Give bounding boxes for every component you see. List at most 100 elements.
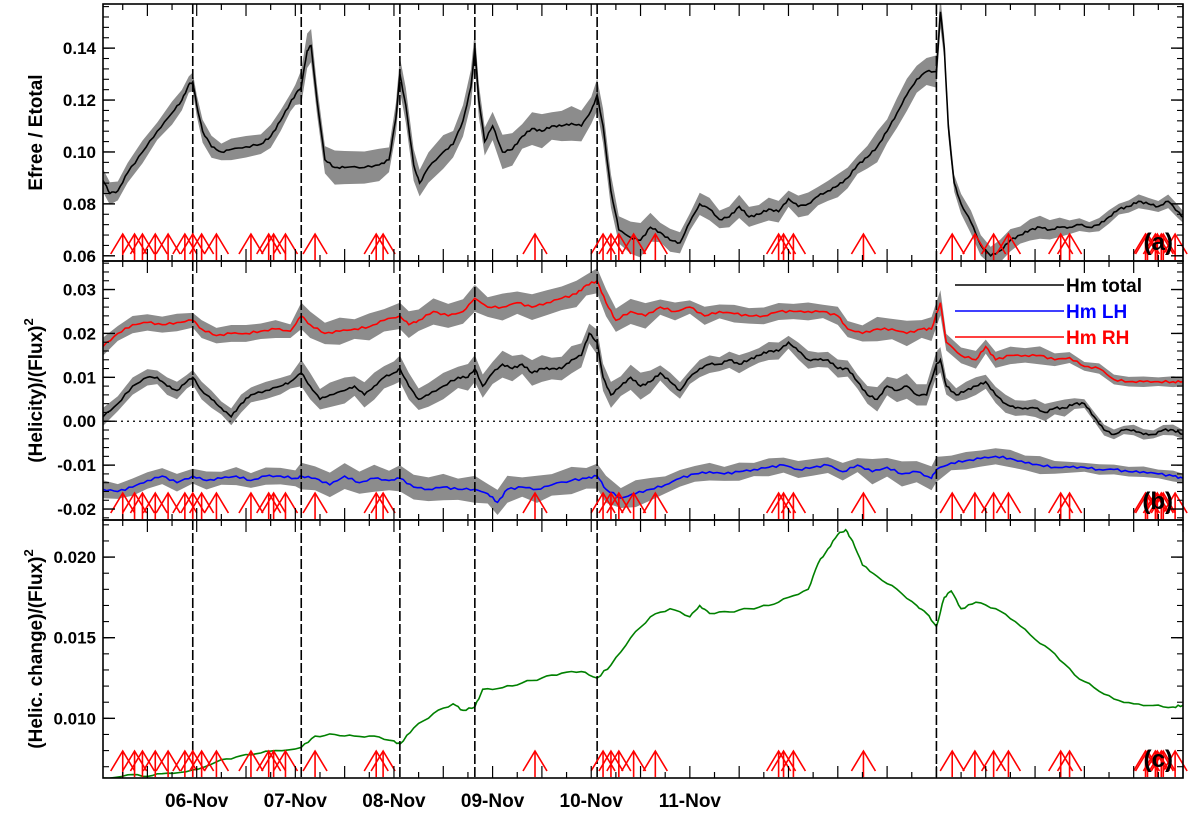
series-line-b-0 xyxy=(103,332,1183,436)
flare-arrow-a-37 xyxy=(1150,232,1176,260)
flare-arrow-c-23 xyxy=(770,749,797,777)
legend-label-1: Hm LH xyxy=(1066,302,1127,323)
flare-arrow-b-28 xyxy=(980,491,1007,519)
flare-arrow-b-22 xyxy=(765,491,792,519)
panel-label-c: (c) xyxy=(1144,746,1173,773)
flare-arrow-b-11 xyxy=(260,491,287,519)
flare-arrow-c-30 xyxy=(1048,749,1074,777)
flare-arrow-a-24 xyxy=(780,232,807,260)
flare-arrow-c-8 xyxy=(203,749,230,777)
legend-label-0: Hm total xyxy=(1066,276,1142,297)
flare-arrow-b-30 xyxy=(1048,491,1074,519)
flare-arrow-a-27 xyxy=(962,232,988,260)
flare-arrow-a-13 xyxy=(302,232,328,260)
flare-arrow-c-6 xyxy=(180,749,206,777)
flare-arrows xyxy=(110,232,1188,777)
y-tick-label-b-1: -0.01 xyxy=(57,456,96,475)
y-tick-label-a-4: 0.14 xyxy=(63,39,97,58)
y-tick-label-b-2: 0.00 xyxy=(63,412,96,431)
flare-arrow-c-13 xyxy=(302,749,328,777)
flare-arrow-a-6 xyxy=(180,232,206,260)
flare-arrow-b-13 xyxy=(302,491,328,519)
flare-arrow-b-8 xyxy=(203,491,230,519)
flare-arrow-c-16 xyxy=(522,749,548,777)
flare-arrow-b-19 xyxy=(606,491,632,519)
flare-arrow-c-2 xyxy=(129,749,156,777)
flare-arrow-c-31 xyxy=(1056,749,1083,777)
flare-arrow-b-35 xyxy=(1144,491,1171,519)
y-tick-label-b-3: 0.01 xyxy=(63,368,96,387)
flare-arrow-c-20 xyxy=(620,749,647,777)
flare-arrow-c-11 xyxy=(260,749,287,777)
flare-arrow-c-25 xyxy=(850,749,877,777)
flare-arrow-a-31 xyxy=(1056,232,1083,260)
y-tick-label-b-5: 0.03 xyxy=(63,281,96,300)
flare-arrow-a-23 xyxy=(770,232,797,260)
flare-arrow-a-19 xyxy=(606,232,632,260)
flare-arrow-b-25 xyxy=(850,491,877,519)
flare-time-lines xyxy=(191,4,938,778)
flare-arrow-c-22 xyxy=(765,749,792,777)
flare-arrow-a-28 xyxy=(980,232,1007,260)
flare-arrow-c-24 xyxy=(780,749,807,777)
uncertainty-bands xyxy=(103,4,1183,516)
y-axis-label-superscript: 2 xyxy=(21,318,36,325)
y-tick-label-a-3: 0.12 xyxy=(63,91,96,110)
y-tick-label-c-2: 0.020 xyxy=(53,548,96,567)
flare-arrow-b-16 xyxy=(522,491,548,519)
flare-arrow-a-35 xyxy=(1144,232,1171,260)
flare-arrow-b-27 xyxy=(962,491,988,519)
flare-arrow-a-12 xyxy=(272,232,299,260)
flare-arrow-b-26 xyxy=(939,491,965,519)
x-tick-label-4: 10-Nov xyxy=(560,791,624,812)
flare-arrow-c-3 xyxy=(142,749,168,777)
y-tick-label-c-1: 0.015 xyxy=(53,629,96,648)
flare-arrow-c-19 xyxy=(606,749,632,777)
labels: 0.06 0.08 0.10 0.12 0.14 (a) Efree / Etotal -0.… xyxy=(21,39,1173,812)
y-axis-label-c: (Helic. change)/(Flux)2 xyxy=(21,549,47,748)
y-tick-label-c-0: 0.010 xyxy=(53,709,96,728)
flare-arrow-b-31 xyxy=(1056,491,1083,519)
panel-frame-c xyxy=(102,519,1184,779)
x-tick-label-5: 11-Nov xyxy=(659,791,722,812)
flare-arrow-c-35 xyxy=(1144,749,1171,777)
y-axis-label-main: (Helicity)/(Flux) xyxy=(26,326,47,463)
flare-arrow-c-37 xyxy=(1150,749,1176,777)
y-tick-label-a-2: 0.10 xyxy=(63,143,96,162)
flare-arrow-a-2 xyxy=(129,232,156,260)
flare-arrow-b-6 xyxy=(180,491,206,519)
flare-arrow-b-23 xyxy=(770,491,797,519)
legend-label-2: Hm RH xyxy=(1066,328,1129,349)
x-tick-label-2: 08-Nov xyxy=(362,791,426,812)
y-axis-label-superscript: 2 xyxy=(21,549,36,556)
uncertainty-band-a-0 xyxy=(103,4,1183,261)
flare-arrow-b-29 xyxy=(995,491,1022,519)
flare-arrow-b-37 xyxy=(1150,491,1176,519)
flare-arrow-c-26 xyxy=(939,749,965,777)
flare-arrow-a-8 xyxy=(203,232,230,260)
flare-arrow-a-20 xyxy=(620,232,647,260)
series-line-c-0 xyxy=(103,528,1183,778)
flare-arrow-a-25 xyxy=(850,232,877,260)
flare-arrow-c-15 xyxy=(370,749,396,777)
flare-arrow-b-3 xyxy=(142,491,168,519)
x-tick-label-3: 09-Nov xyxy=(461,791,525,812)
y-tick-label-a-1: 0.08 xyxy=(63,195,96,214)
series-line-b-1 xyxy=(103,455,1183,504)
uncertainty-band-b-0 xyxy=(103,323,1183,440)
flare-arrow-b-9 xyxy=(238,491,264,519)
y-tick-label-b-4: 0.02 xyxy=(63,324,96,343)
flare-arrow-a-22 xyxy=(765,232,792,260)
series-line-b-2 xyxy=(103,279,1183,384)
flare-arrow-a-7 xyxy=(188,232,215,260)
y-tick-label-a-0: 0.06 xyxy=(63,247,96,266)
y-tick-label-b-0: -0.02 xyxy=(57,500,96,519)
flare-arrow-c-7 xyxy=(188,749,215,777)
flare-arrow-a-16 xyxy=(522,232,548,260)
x-tick-label-0: 06-Nov xyxy=(165,791,229,812)
uncertainty-band-b-1 xyxy=(103,448,1183,516)
flare-arrow-c-27 xyxy=(962,749,988,777)
y-axis-label-b: (Helicity)/(Flux)2 xyxy=(21,318,47,462)
flare-arrow-b-2 xyxy=(129,491,156,519)
